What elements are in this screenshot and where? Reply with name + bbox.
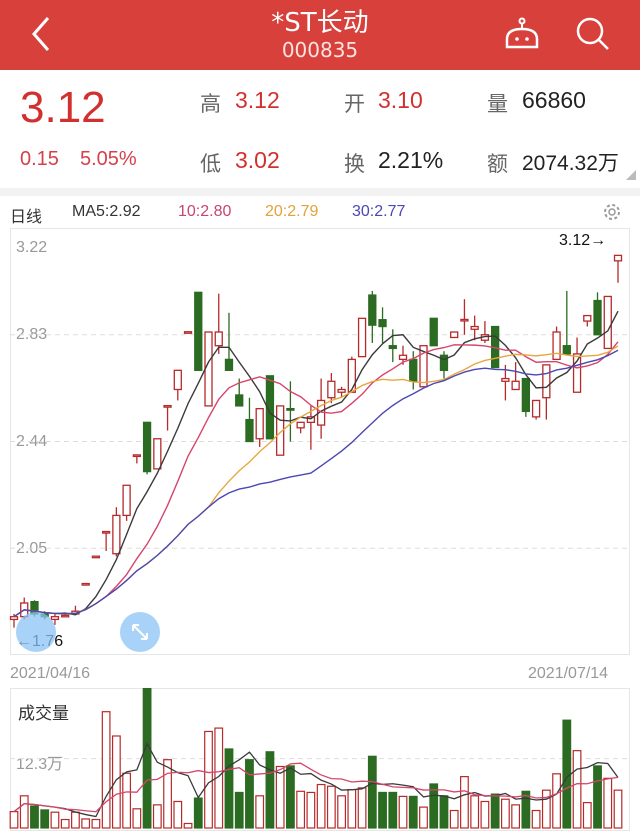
- turnover-value: 2.21%: [378, 147, 444, 173]
- divider: [0, 188, 640, 196]
- volume-value: 66860: [522, 87, 586, 113]
- current-price: 3.12: [20, 83, 106, 132]
- stock-name: *ST长动: [271, 8, 369, 38]
- open-value: 3.10: [378, 87, 423, 113]
- volume-chart[interactable]: [10, 688, 630, 831]
- price-change-pct: 5.05%: [80, 148, 137, 170]
- fullscreen-button[interactable]: [120, 612, 160, 652]
- amount-label: 额: [487, 152, 508, 176]
- volume-label: 成交量: [18, 704, 69, 723]
- low-value: 3.02: [235, 147, 280, 173]
- period-selector[interactable]: 日线: [10, 209, 43, 226]
- max-price-marker: 3.12→: [559, 232, 607, 249]
- open-label: 开: [344, 92, 365, 116]
- floating-button[interactable]: [16, 612, 56, 652]
- volume-label: 量: [487, 92, 508, 116]
- price-change: 0.15: [20, 148, 59, 170]
- high-value: 3.12: [235, 87, 280, 113]
- back-chevron-icon[interactable]: [26, 14, 56, 54]
- y-tick: 3.22: [16, 239, 48, 256]
- y-tick: 2.05: [16, 540, 48, 557]
- end-date: 2021/07/14: [528, 665, 609, 682]
- header-bar: *ST长动 000835: [0, 0, 640, 70]
- low-label: 低: [200, 152, 221, 176]
- ma30-value: 30:2.77: [352, 203, 406, 220]
- stock-code: 000835: [281, 38, 359, 62]
- search-icon[interactable]: [574, 15, 612, 53]
- ma10-value: 10:2.80: [178, 203, 232, 220]
- turnover-label: 换: [344, 152, 365, 176]
- high-label: 高: [200, 92, 221, 116]
- y-tick: 2.44: [16, 433, 48, 450]
- robot-icon[interactable]: [503, 17, 541, 53]
- expand-corner-icon[interactable]: [626, 170, 636, 180]
- y-tick: 2.83: [16, 326, 48, 343]
- quote-panel: 3.12 0.15 5.05% 高 3.12 开 3.10 量 66860 低 …: [0, 70, 640, 188]
- gear-icon[interactable]: [602, 202, 622, 222]
- expand-arrows-icon: [132, 624, 148, 640]
- volume-tick: 12.3万: [16, 756, 64, 773]
- start-date: 2021/04/16: [10, 665, 91, 682]
- price-chart[interactable]: [10, 228, 630, 655]
- ma-legend: 日线 MA5:2.92 10:2.80 20:2.79 30:2.77: [0, 196, 640, 228]
- ma5-value: MA5:2.92: [72, 203, 141, 220]
- amount-value: 2074.32万: [522, 152, 619, 175]
- ma20-value: 20:2.79: [265, 203, 319, 220]
